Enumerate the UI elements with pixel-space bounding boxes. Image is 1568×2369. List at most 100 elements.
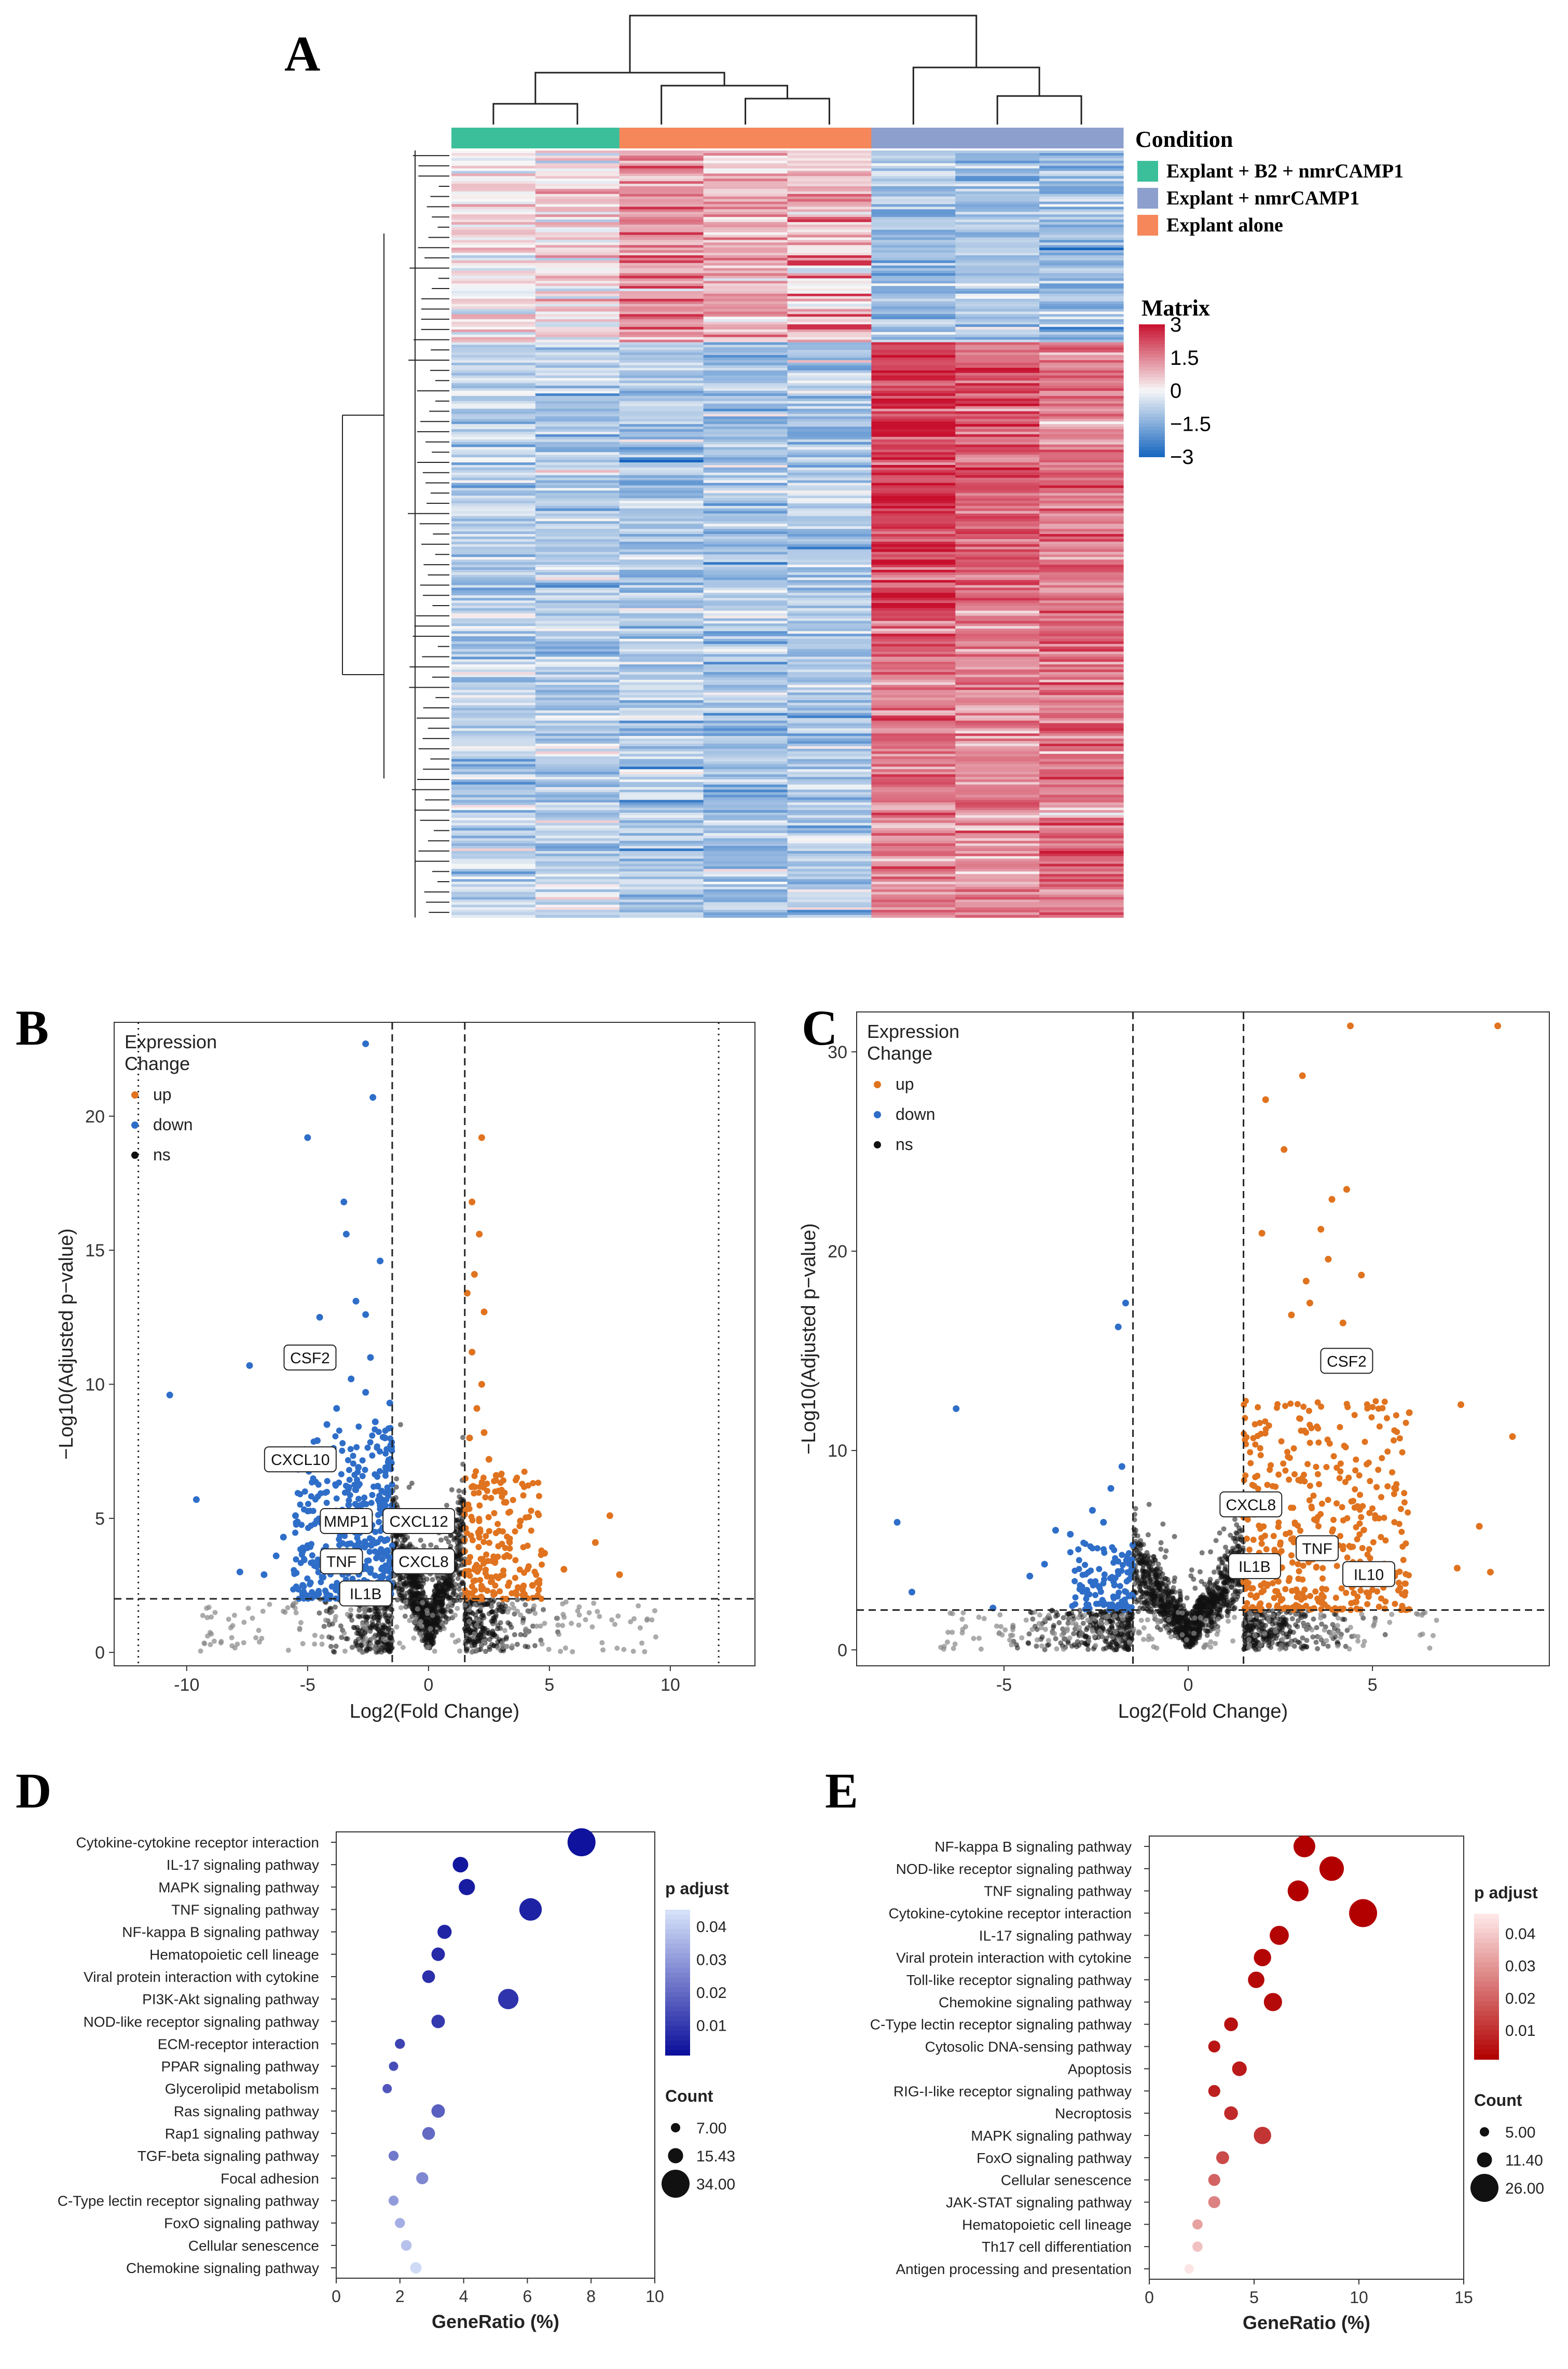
heatmap-cell xyxy=(787,204,872,207)
heatmap-cell xyxy=(1039,498,1124,501)
heatmap-cell xyxy=(451,345,536,348)
heatmap-cell xyxy=(703,373,788,376)
heatmap-cell xyxy=(787,350,872,353)
point-ns xyxy=(455,1535,460,1541)
heatmap-cell xyxy=(451,488,536,491)
heatmap-cell xyxy=(703,194,788,197)
heatmap-cell xyxy=(535,536,620,540)
heatmap-cell xyxy=(619,764,704,767)
heatmap-cell xyxy=(619,245,704,248)
heatmap-cell xyxy=(451,559,536,563)
heatmap-cell xyxy=(451,480,536,484)
heatmap-cell xyxy=(1039,692,1124,695)
heatmap-cell xyxy=(871,902,956,905)
heatmap-cell xyxy=(451,212,536,215)
heatmap-cell xyxy=(535,373,620,376)
point-ns xyxy=(532,1643,538,1649)
heatmap-cell xyxy=(619,700,704,703)
heatmap-cell xyxy=(619,493,704,496)
heatmap-cell xyxy=(955,358,1040,361)
heatmap-cell xyxy=(955,659,1040,662)
heatmap-cell xyxy=(955,641,1040,645)
point-up xyxy=(517,1517,524,1525)
heatmap-cell xyxy=(787,373,872,376)
heatmap-cell xyxy=(871,278,956,281)
heatmap-cell xyxy=(955,590,1040,593)
heatmap-cell xyxy=(619,866,704,869)
heatmap-cell xyxy=(787,861,872,865)
point-ns xyxy=(1066,1616,1071,1622)
heatmap-cell xyxy=(787,498,872,501)
point-ns xyxy=(455,1500,461,1505)
heatmap-cell xyxy=(787,431,872,435)
point-down xyxy=(385,1425,392,1432)
heatmap-cell xyxy=(451,442,536,445)
heatmap-cell xyxy=(535,634,620,637)
point-up xyxy=(513,1477,519,1484)
heatmap-cell xyxy=(1039,641,1124,645)
heatmap-cell xyxy=(1039,613,1124,617)
heatmap-cell xyxy=(787,278,872,281)
heatmap-cell xyxy=(703,237,788,241)
heatmap-cell xyxy=(451,585,536,588)
heatmap-cell xyxy=(535,406,620,409)
heatmap-cell xyxy=(535,761,620,764)
heatmap-cell xyxy=(955,457,1040,460)
heatmap-cell xyxy=(535,777,620,780)
heatmap-cell xyxy=(1039,150,1124,154)
point-down xyxy=(384,1553,391,1559)
point-down xyxy=(304,1575,311,1582)
heatmap-cell xyxy=(787,168,872,172)
point-down xyxy=(366,1549,373,1555)
heatmap-cell xyxy=(871,496,956,499)
heatmap-cell xyxy=(955,181,1040,184)
heatmap-cell xyxy=(451,462,536,465)
heatmap-cell xyxy=(787,529,872,532)
heatmap-cell xyxy=(703,291,788,294)
heatmap-cell xyxy=(703,283,788,286)
heatmap-cell xyxy=(955,815,1040,818)
heatmap-cell xyxy=(1039,628,1124,632)
heatmap-cell xyxy=(871,526,956,529)
heatmap-cell xyxy=(703,703,788,706)
heatmap-cell xyxy=(619,529,704,532)
heatmap-cell xyxy=(451,634,536,637)
heatmap-cell xyxy=(619,401,704,404)
heatmap-cell xyxy=(619,585,704,588)
heatmap-cell xyxy=(451,743,536,747)
legend-swatch-ns xyxy=(131,1152,139,1159)
point-ns xyxy=(457,1582,463,1588)
heatmap-cell xyxy=(535,692,620,695)
heatmap-cell xyxy=(535,253,620,256)
heatmap-cell xyxy=(535,194,620,197)
heatmap-cell xyxy=(1039,480,1124,484)
heatmap-cell xyxy=(619,255,704,258)
point-down xyxy=(305,1501,311,1508)
point-up xyxy=(484,1587,491,1594)
heatmap-cell xyxy=(955,713,1040,716)
point-ns xyxy=(599,1640,605,1646)
heatmap-cell xyxy=(451,892,536,895)
heatmap-cell xyxy=(787,710,872,714)
heatmap-cell xyxy=(703,664,788,667)
heatmap-cell xyxy=(1039,352,1124,355)
point-up xyxy=(534,1510,541,1517)
point-ns xyxy=(230,1623,236,1628)
heatmap-cell xyxy=(787,886,872,890)
heatmap-cell xyxy=(955,342,1040,346)
heatmap-cell xyxy=(619,861,704,865)
heatmap-cell xyxy=(871,669,956,673)
heatmap-cell xyxy=(955,697,1040,701)
heatmap-cell xyxy=(703,846,788,849)
heatmap-cell xyxy=(1039,615,1124,619)
heatmap-cell xyxy=(787,388,872,391)
heatmap-cell xyxy=(787,196,872,200)
heatmap-cell xyxy=(703,442,788,445)
heatmap-cell xyxy=(535,176,620,179)
heatmap-cell xyxy=(451,398,536,402)
matrix-scale-step xyxy=(1139,393,1165,398)
point-ns xyxy=(446,1539,451,1545)
heatmap-cell xyxy=(955,554,1040,557)
heatmap-cell xyxy=(535,708,620,711)
heatmap-cell xyxy=(787,153,872,156)
